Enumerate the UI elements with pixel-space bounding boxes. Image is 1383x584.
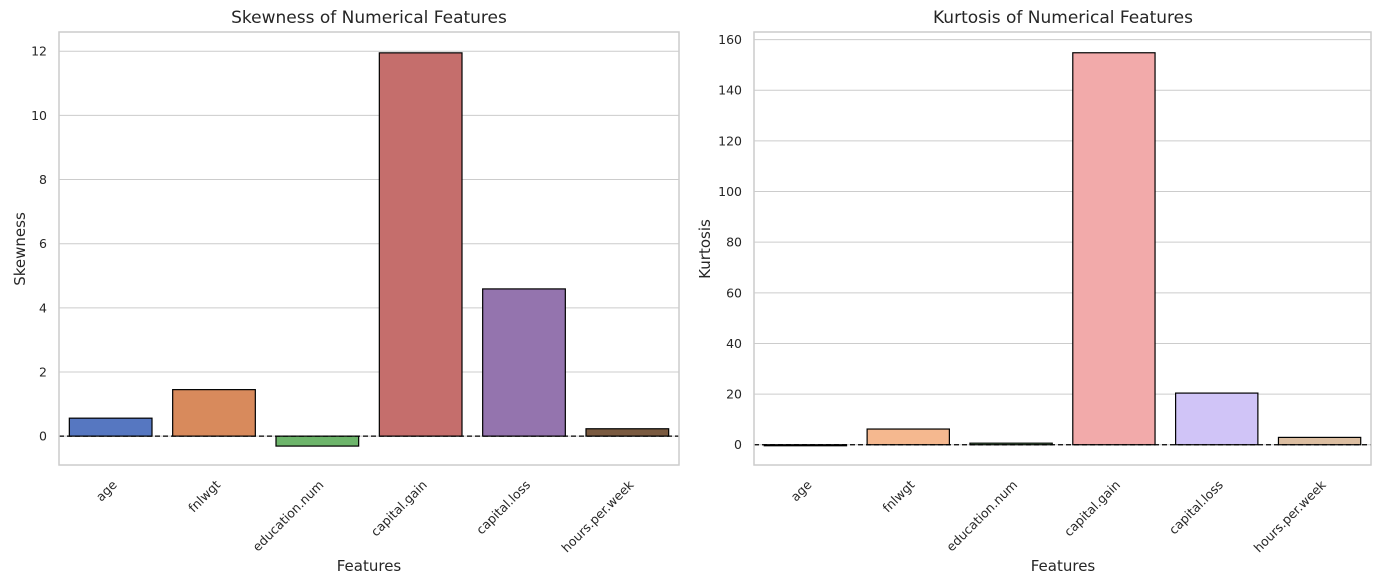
kurtosis-xtick-label: capital.gain (1061, 477, 1123, 539)
kurtosis-ytick-label: 100 (718, 184, 742, 199)
kurtosis-xtick-label: age (788, 477, 815, 504)
kurtosis-axes-frame (753, 31, 1372, 466)
kurtosis-ytick-label: 0 (734, 437, 742, 452)
kurtosis-ytick-label: 60 (726, 285, 742, 300)
kurtosis-xtick-label: fnlwgt (879, 477, 917, 515)
kurtosis-bar-capital-loss (1175, 392, 1259, 446)
skewness-ytick-label: 8 (39, 172, 47, 187)
kurtosis-ytick-label: 120 (718, 133, 742, 148)
skewness-ytick-label: 0 (39, 429, 47, 444)
skewness-bar-hours-per-week (585, 428, 670, 437)
skewness-xtick-label: age (93, 477, 120, 504)
skewness-xtick-label: education.num (249, 477, 326, 554)
skewness-ytick-label: 2 (39, 364, 47, 379)
skewness-ytick-label: 6 (39, 236, 47, 251)
kurtosis-xtick-label: hours.per.week (1251, 477, 1330, 556)
skewness-chart: 0 2 4 6 8 10 12 age fnlwgt education.num capital.g… (11, 8, 680, 575)
kurtosis-ytick-label: 140 (718, 83, 742, 98)
skewness-xtick-label: hours.per.week (558, 477, 637, 556)
skewness-bar-fnlwgt (172, 389, 256, 437)
skewness-xtick-label: capital.gain (368, 477, 430, 539)
kurtosis-bar-capital-gain (1072, 52, 1156, 446)
skewness-xtick-label: capital.loss (473, 477, 533, 537)
kurtosis-chart-ylabel: Kurtosis (696, 219, 714, 279)
skewness-xtick-label: fnlwgt (185, 477, 223, 515)
kurtosis-ytick-label: 160 (718, 32, 742, 47)
skewness-bar-age (68, 417, 153, 437)
skewness-bar-capital-gain (378, 52, 463, 437)
skewness-ytick-label: 10 (31, 108, 47, 123)
kurtosis-plot-area: 0 20 40 60 80 100 120 140 160 age fnlwgt education.… (718, 31, 1372, 556)
skewness-bar-capital-loss (482, 288, 566, 437)
kurtosis-bar-hours-per-week (1277, 436, 1362, 446)
kurtosis-ytick-label: 80 (726, 235, 742, 250)
skewness-bar-education-num (275, 435, 360, 447)
skewness-chart-title: Skewness of Numerical Features (231, 8, 507, 28)
skewness-ytick-label: 4 (39, 300, 47, 315)
skewness-chart-xlabel: Features (337, 557, 402, 575)
kurtosis-ytick-label: 40 (726, 336, 742, 351)
kurtosis-chart: 0 20 40 60 80 100 120 140 160 age fnlwgt education.… (696, 8, 1372, 575)
skewness-plot-area: 0 2 4 6 8 10 12 age fnlwgt education.num capital.g… (31, 31, 680, 556)
skewness-chart-ylabel: Skewness (11, 212, 29, 286)
skewness-ytick-label: 12 (31, 44, 47, 59)
kurtosis-xtick-label: education.num (943, 477, 1020, 554)
kurtosis-ytick-label: 20 (726, 387, 742, 402)
skewness-axes-frame (58, 31, 680, 466)
kurtosis-chart-title: Kurtosis of Numerical Features (933, 8, 1193, 28)
kurtosis-chart-xlabel: Features (1031, 557, 1096, 575)
kurtosis-xtick-label: capital.loss (1166, 477, 1226, 537)
kurtosis-bar-fnlwgt (866, 428, 950, 446)
